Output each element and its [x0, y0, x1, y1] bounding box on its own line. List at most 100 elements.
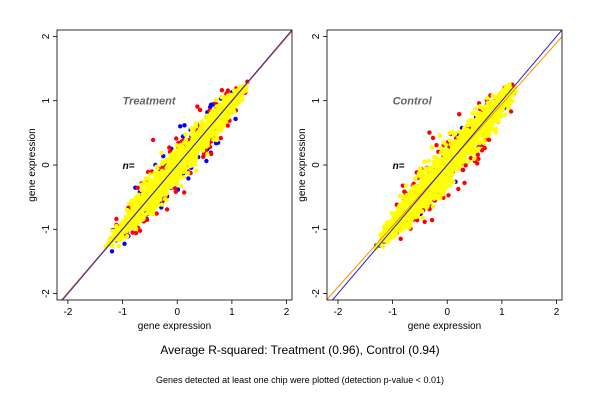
data-point	[193, 168, 198, 173]
data-point	[193, 144, 199, 149]
data-point	[457, 129, 462, 134]
data-point	[193, 162, 198, 167]
data-point	[463, 131, 468, 136]
data-point	[219, 106, 225, 111]
data-point	[396, 207, 401, 212]
data-point	[412, 212, 417, 217]
data-point	[489, 99, 494, 105]
data-point	[394, 213, 399, 219]
y-tick-label: -2	[311, 289, 322, 298]
data-point	[164, 197, 169, 203]
data-point	[438, 192, 443, 198]
data-point	[186, 142, 192, 147]
data-point	[107, 237, 113, 242]
data-point	[431, 183, 436, 188]
data-point	[466, 130, 471, 135]
data-point	[419, 209, 425, 214]
data-point	[437, 133, 442, 138]
data-point	[478, 119, 483, 124]
data-point	[114, 216, 119, 222]
data-point	[160, 191, 165, 196]
data-point	[186, 145, 192, 150]
data-point	[205, 143, 210, 148]
data-point	[164, 173, 170, 178]
data-point	[418, 180, 424, 185]
data-point	[490, 127, 495, 132]
data-point	[173, 179, 179, 185]
data-point	[178, 163, 184, 168]
data-point	[423, 180, 428, 186]
fit-line-blue	[61, 30, 292, 300]
data-point	[424, 168, 430, 173]
data-point	[490, 112, 496, 118]
data-point	[493, 130, 498, 135]
data-point	[174, 136, 179, 141]
data-point	[150, 137, 156, 143]
data-point	[120, 219, 126, 225]
data-point	[417, 186, 422, 192]
data-point	[443, 171, 448, 176]
y-axis-label: gene expression	[297, 128, 308, 201]
data-point	[408, 218, 414, 224]
data-point	[236, 96, 241, 101]
x-tick-label: -1	[388, 307, 397, 318]
data-point	[475, 116, 480, 122]
data-point	[435, 188, 440, 193]
data-point	[430, 135, 436, 141]
data-point	[451, 161, 457, 166]
data-point	[222, 95, 227, 100]
data-point	[480, 133, 485, 138]
data-point	[491, 116, 497, 121]
data-point	[124, 207, 129, 213]
data-point	[424, 194, 430, 199]
y-tick-label: 2	[41, 33, 52, 39]
data-point	[129, 220, 134, 225]
data-point	[483, 113, 488, 118]
data-point	[430, 168, 436, 174]
data-point	[167, 156, 172, 161]
data-point	[201, 154, 206, 159]
data-point	[437, 160, 442, 165]
data-point	[462, 180, 467, 186]
data-point	[206, 131, 211, 136]
data-point	[472, 106, 478, 112]
data-point	[507, 82, 512, 87]
data-point	[498, 98, 503, 104]
data-point	[434, 143, 439, 148]
data-point	[448, 166, 453, 172]
data-point	[183, 132, 188, 137]
data-point	[403, 183, 409, 188]
data-point	[231, 88, 237, 93]
data-point	[209, 151, 214, 157]
data-point	[139, 187, 144, 193]
data-point	[410, 189, 416, 194]
data-point	[387, 234, 392, 239]
x-axis-label: gene expression	[138, 321, 211, 332]
data-point	[174, 173, 179, 178]
data-point	[150, 211, 156, 217]
data-point	[466, 159, 472, 164]
data-point	[152, 184, 157, 189]
data-point	[461, 134, 466, 140]
data-point	[409, 199, 414, 204]
data-point	[130, 230, 135, 235]
data-point	[419, 200, 424, 205]
data-point	[125, 234, 130, 239]
data-point	[463, 163, 468, 168]
data-point	[498, 114, 503, 120]
data-point	[496, 119, 501, 124]
data-point	[154, 171, 159, 177]
data-point	[171, 172, 176, 177]
data-point	[486, 131, 491, 137]
data-point	[188, 150, 193, 156]
data-point	[449, 129, 455, 134]
data-point	[442, 179, 447, 184]
data-point	[425, 200, 431, 206]
data-point	[137, 212, 143, 217]
data-point	[225, 98, 230, 103]
data-point	[429, 145, 435, 150]
data-point	[451, 179, 456, 185]
data-point	[150, 203, 155, 209]
data-point	[447, 138, 452, 143]
data-point	[475, 152, 480, 157]
